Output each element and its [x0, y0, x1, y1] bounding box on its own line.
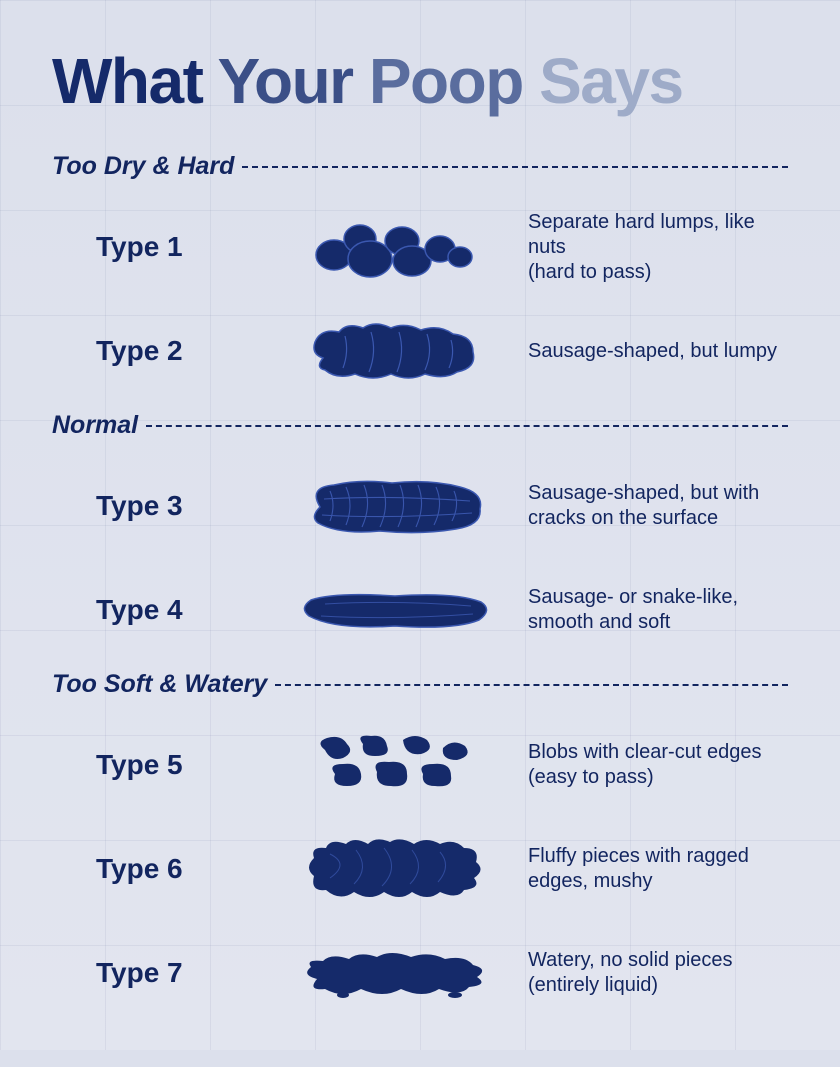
type-row: Type 2 Sausage-shaped, but lumpy [52, 301, 788, 401]
type6-icon [280, 834, 510, 904]
type3-icon [280, 475, 510, 537]
infographic-page: What Your Poop Says Too Dry & Hard Type … [0, 0, 840, 1067]
type-description: Watery, no solid pieces (entirely liquid… [528, 948, 788, 998]
type-label: Type 2 [52, 335, 262, 367]
type-description: Sausage- or snake-like, smooth and soft [528, 585, 788, 635]
type-label: Type 7 [52, 957, 262, 989]
type2-icon [280, 318, 510, 384]
type-row: Type 7 Watery, no solid pieces (entirely… [52, 923, 788, 1023]
section-header-too-dry: Too Dry & Hard [52, 152, 788, 181]
type7-icon [280, 945, 510, 1001]
title-word-4: Says [539, 45, 682, 117]
section-label: Too Dry & Hard [52, 152, 234, 181]
divider-dashed-icon [242, 166, 788, 168]
type-row: Type 1 Separate hard lumps, like nuts(ha… [52, 197, 788, 297]
type-label: Type 4 [52, 594, 262, 626]
section-header-normal: Normal [52, 411, 788, 440]
type-description: Sausage-shaped, but lumpy [528, 339, 788, 364]
type4-icon [280, 586, 510, 634]
divider-dashed-icon [146, 425, 788, 427]
divider-dashed-icon [275, 684, 788, 686]
type-label: Type 3 [52, 490, 262, 522]
title-word-2: Your [218, 45, 353, 117]
type-row: Type 5 Blobs with clear-cut edges (easy … [52, 715, 788, 815]
type-description: Blobs with clear-cut edges (easy to pass… [528, 740, 788, 790]
type-description: Sausage-shaped, but with cracks on the s… [528, 481, 788, 531]
type-label: Type 5 [52, 749, 262, 781]
title-word-1: What [52, 45, 202, 117]
type-description: Separate hard lumps, like nuts(hard to p… [528, 210, 788, 285]
type-row: Type 3 Sausage-shaped, but with cra [52, 456, 788, 556]
type-description: Fluffy pieces with ragged edges, mushy [528, 844, 788, 894]
type-row: Type 6 Fluffy pieces with ragged edges, … [52, 819, 788, 919]
page-title: What Your Poop Says [52, 44, 788, 118]
title-word-3: Poop [369, 45, 523, 117]
section-label: Normal [52, 411, 138, 440]
type1-icon [280, 215, 510, 279]
section-header-too-soft: Too Soft & Watery [52, 670, 788, 699]
type-label: Type 1 [52, 231, 262, 263]
type-label: Type 6 [52, 853, 262, 885]
section-label: Too Soft & Watery [52, 670, 267, 699]
type-row: Type 4 Sausage- or snake-like, smooth an… [52, 560, 788, 660]
type5-icon [280, 730, 510, 800]
